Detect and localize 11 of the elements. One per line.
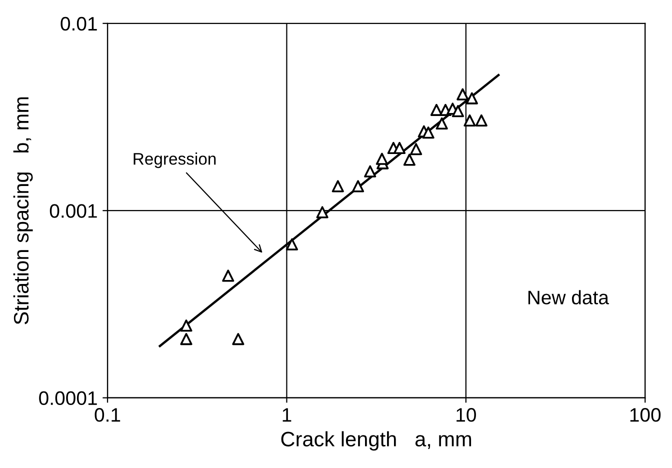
annotation: New data	[528, 290, 609, 304]
x-axis-title: Crack length a, mm	[281, 431, 472, 451]
x-tick-label: 10	[456, 408, 476, 422]
y-tick-label: 0.0001	[39, 391, 97, 406]
y-tick-label: 0.001	[50, 204, 97, 218]
x-tick-label: 0.1	[94, 408, 120, 422]
x-tick-label: 1	[282, 408, 292, 422]
x-tick-label: 100	[630, 408, 661, 422]
y-tick-label: 0.01	[60, 16, 97, 31]
annotation: Regression	[134, 152, 216, 168]
y-axis-title: Striation spacing b, mm	[13, 97, 33, 324]
